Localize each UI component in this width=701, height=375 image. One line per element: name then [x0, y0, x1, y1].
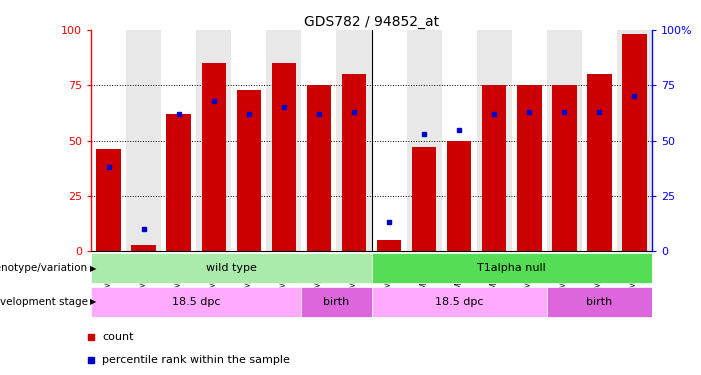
Bar	[196, 30, 231, 251]
Bar	[372, 286, 547, 317]
Bar	[372, 253, 652, 284]
Text: wild type: wild type	[206, 263, 257, 273]
Bar	[91, 30, 126, 251]
Text: T1alpha null: T1alpha null	[477, 263, 546, 273]
Bar	[622, 34, 647, 251]
Bar	[307, 85, 332, 251]
Bar	[342, 74, 367, 251]
Bar	[91, 253, 372, 284]
Bar	[301, 30, 336, 251]
Bar	[617, 30, 652, 251]
Bar	[587, 74, 612, 251]
Text: 18.5 dpc: 18.5 dpc	[172, 297, 221, 307]
Bar	[91, 286, 301, 317]
Bar	[552, 85, 576, 251]
Bar	[482, 85, 507, 251]
Bar	[407, 30, 442, 251]
Bar	[547, 286, 652, 317]
Bar	[97, 150, 121, 251]
Bar	[512, 30, 547, 251]
Bar	[301, 286, 372, 317]
Title: GDS782 / 94852_at: GDS782 / 94852_at	[304, 15, 439, 29]
Bar	[477, 30, 512, 251]
Text: ▶: ▶	[90, 297, 96, 306]
Text: percentile rank within the sample: percentile rank within the sample	[102, 355, 290, 365]
Bar	[547, 30, 582, 251]
Bar	[336, 30, 372, 251]
Bar	[377, 240, 402, 251]
Bar	[266, 30, 301, 251]
Bar	[237, 90, 261, 251]
Bar	[517, 85, 542, 251]
Text: 18.5 dpc: 18.5 dpc	[435, 297, 484, 307]
Bar	[231, 30, 266, 251]
Bar	[442, 30, 477, 251]
Text: development stage: development stage	[0, 297, 88, 307]
Bar	[372, 30, 407, 251]
Bar	[202, 63, 226, 251]
Text: birth: birth	[323, 297, 350, 307]
Bar	[582, 30, 617, 251]
Text: birth: birth	[586, 297, 613, 307]
Bar	[272, 63, 297, 251]
Text: genotype/variation: genotype/variation	[0, 263, 88, 273]
Bar	[412, 147, 436, 251]
Bar	[167, 114, 191, 251]
Bar	[132, 244, 156, 251]
Text: ▶: ▶	[90, 264, 96, 273]
Bar	[161, 30, 196, 251]
Bar	[126, 30, 161, 251]
Bar	[447, 141, 472, 251]
Text: count: count	[102, 332, 134, 342]
